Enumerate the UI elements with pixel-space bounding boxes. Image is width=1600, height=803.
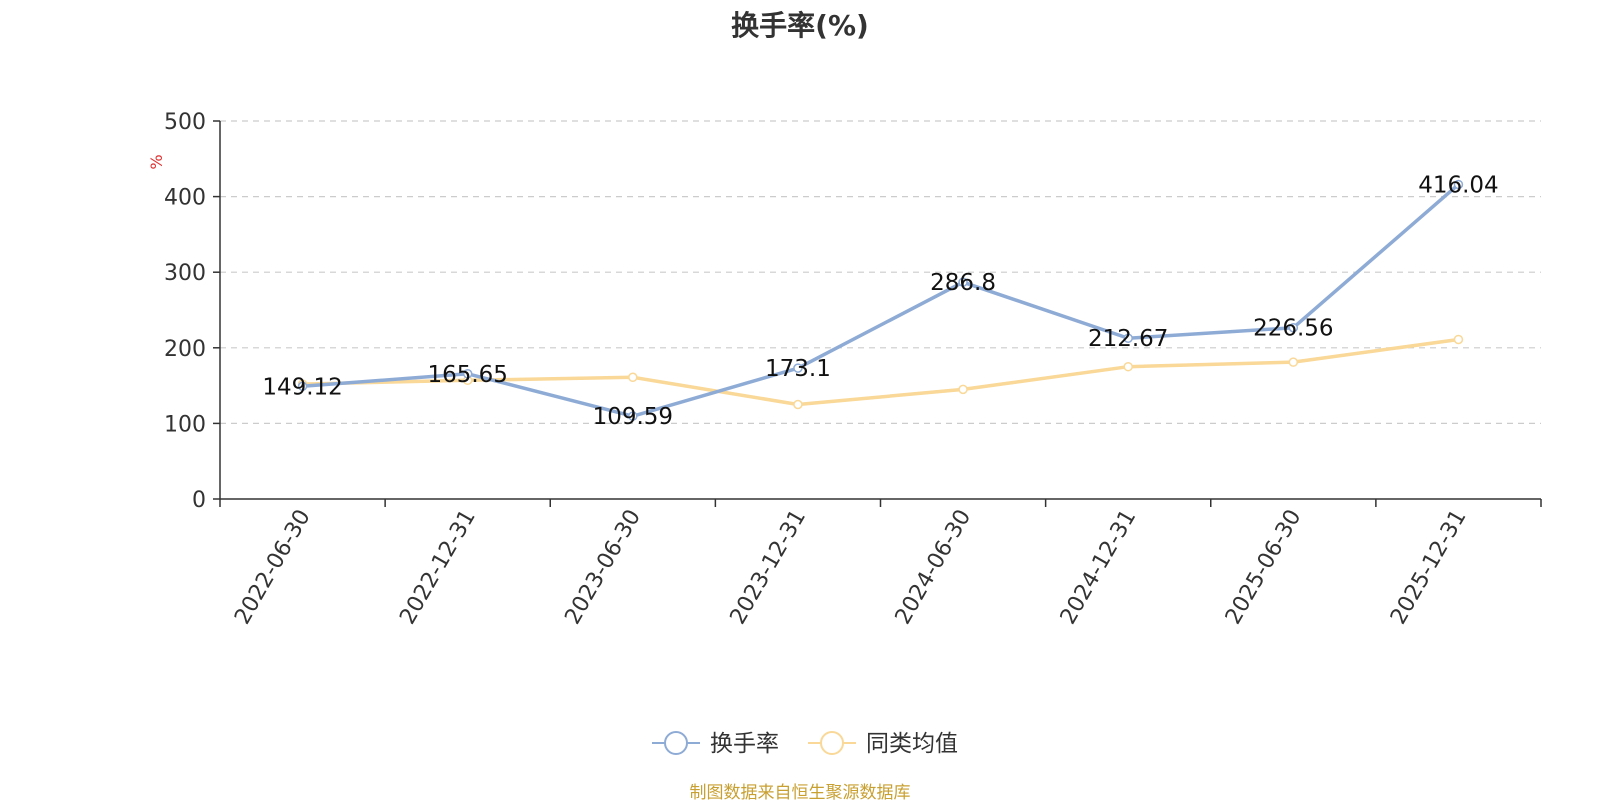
series-line-0 <box>302 183 1460 418</box>
y-tick-label: 200 <box>164 337 206 362</box>
x-tick-label: 2023-12-31 <box>726 506 812 629</box>
data-label: 149.12 <box>262 374 342 400</box>
y-tick-label: 100 <box>164 412 206 437</box>
grid-lines <box>220 120 1541 424</box>
x-tick-label: 2024-06-30 <box>891 506 977 629</box>
data-point <box>462 369 473 379</box>
data-label: 109.59 <box>593 404 673 430</box>
data-point <box>628 411 638 421</box>
data-point <box>958 384 968 395</box>
y-tick-label: 0 <box>192 488 206 513</box>
legend-label: 换手率 <box>710 731 779 757</box>
data-point <box>1288 322 1299 333</box>
data-point <box>1453 334 1464 345</box>
data-label: 165.65 <box>427 362 507 388</box>
data-point <box>628 372 638 383</box>
legend-marker <box>820 731 844 755</box>
x-tick-label: 2022-12-31 <box>395 506 481 629</box>
data-label: 226.56 <box>1253 316 1333 342</box>
data-point <box>958 277 968 287</box>
axes: 0 100 200 300 400 500% 2022-06-30 2022-12-31 202… <box>147 110 1542 629</box>
data-point <box>1453 179 1464 190</box>
legend-label: 同类均值 <box>866 731 958 757</box>
x-tick-label: 2025-06-30 <box>1221 506 1307 629</box>
data-point <box>1288 357 1299 367</box>
data-label: 286.8 <box>930 270 996 296</box>
y-tick-label: 400 <box>164 186 206 211</box>
data-point <box>1123 361 1133 372</box>
data-label: 416.04 <box>1418 172 1498 198</box>
x-tick-label: 2022-06-30 <box>230 506 316 629</box>
y-tick-label: 300 <box>164 261 206 286</box>
y-axis-unit: % <box>147 154 166 169</box>
data-label: 212.67 <box>1088 326 1168 352</box>
legend-item-1[interactable]: 同类均值 <box>808 731 958 757</box>
data-label: 173.1 <box>765 356 831 382</box>
source-note: 制图数据来自恒生聚源数据库 <box>689 783 911 803</box>
legend-marker <box>664 731 688 755</box>
legend-item-0[interactable]: 换手率 <box>652 731 779 757</box>
y-tick-label: 500 <box>164 110 206 135</box>
series-lines <box>297 179 1464 421</box>
x-tick-label: 2023-06-30 <box>560 506 646 629</box>
data-point <box>793 399 803 410</box>
x-tick-label: 2025-12-31 <box>1386 506 1472 629</box>
data-point <box>297 381 308 392</box>
legend[interactable]: 换手率 同类均值 <box>652 731 958 757</box>
x-tick-label: 2024-12-31 <box>1056 506 1142 629</box>
chart-title: 换手率(%) <box>731 9 869 42</box>
data-labels: 149.12 165.65 109.59 173.1 286.8 212.67 226.56… <box>262 172 1498 430</box>
data-point <box>793 363 803 373</box>
data-point <box>1123 333 1133 343</box>
